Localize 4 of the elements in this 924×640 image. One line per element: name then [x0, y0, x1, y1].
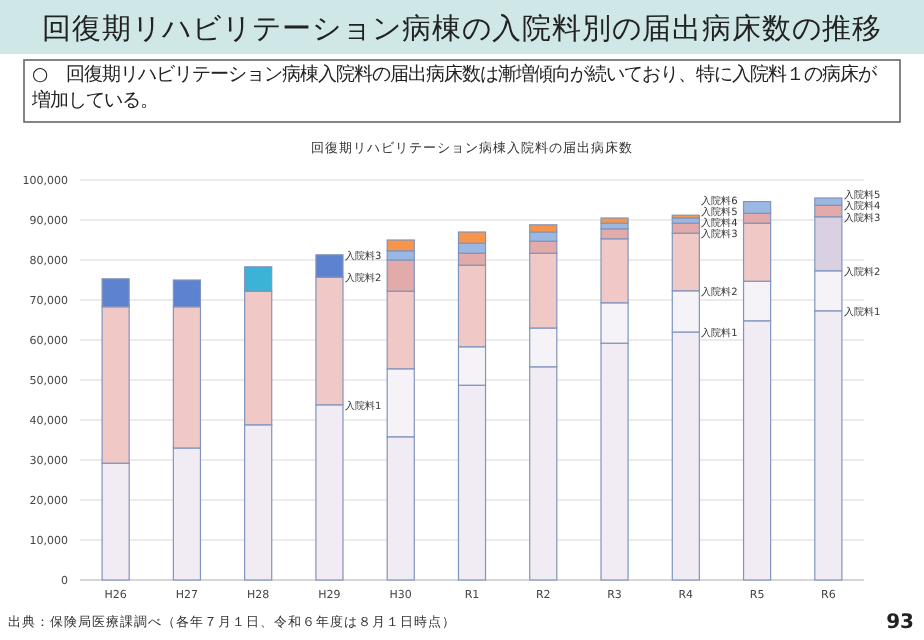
chart-title: 回復期リハビリテーション病棟の入院料別の届出病床数の推移 [42, 12, 882, 46]
chart-subtitle: ○ 回復期リハビリテーション病棟入院料の届出病床数は漸増傾向が続いており、特に入院料１の病床が増加している。 [32, 62, 879, 114]
text: 93 [886, 612, 915, 634]
bar [600, 217, 629, 224]
